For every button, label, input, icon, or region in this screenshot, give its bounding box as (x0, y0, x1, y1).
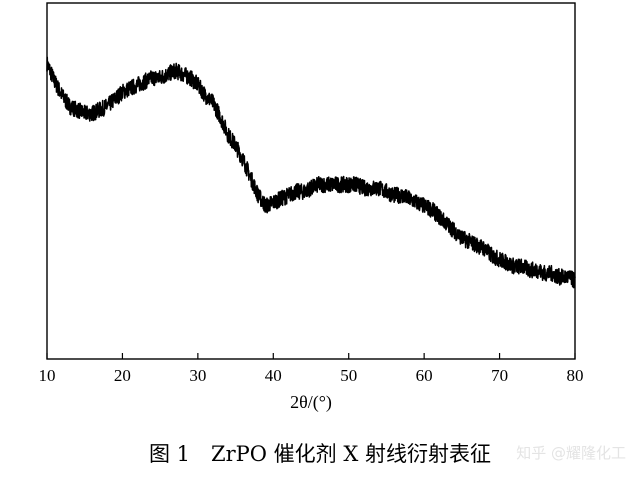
figure-caption: 图 1 ZrPO 催化剂 X 射线衍射表征 (149, 442, 491, 466)
x-tick-label: 10 (39, 366, 56, 385)
x-tick-label: 80 (567, 366, 584, 385)
x-tick-label: 50 (340, 366, 357, 385)
x-axis-tick-labels: 10 20 30 40 50 60 70 80 (39, 366, 584, 385)
x-tick-label: 20 (114, 366, 131, 385)
x-tick-label: 40 (265, 366, 282, 385)
watermark: 知乎 @耀隆化工 (516, 444, 626, 462)
x-axis-label: 2θ/(°) (290, 392, 332, 413)
x-axis-ticks (46, 353, 576, 359)
xrd-series-line (46, 56, 576, 289)
plot-frame (46, 2, 576, 360)
series-layer (46, 56, 576, 289)
x-tick-label: 70 (491, 366, 508, 385)
x-tick-label: 60 (416, 366, 433, 385)
x-tick-label: 30 (189, 366, 206, 385)
